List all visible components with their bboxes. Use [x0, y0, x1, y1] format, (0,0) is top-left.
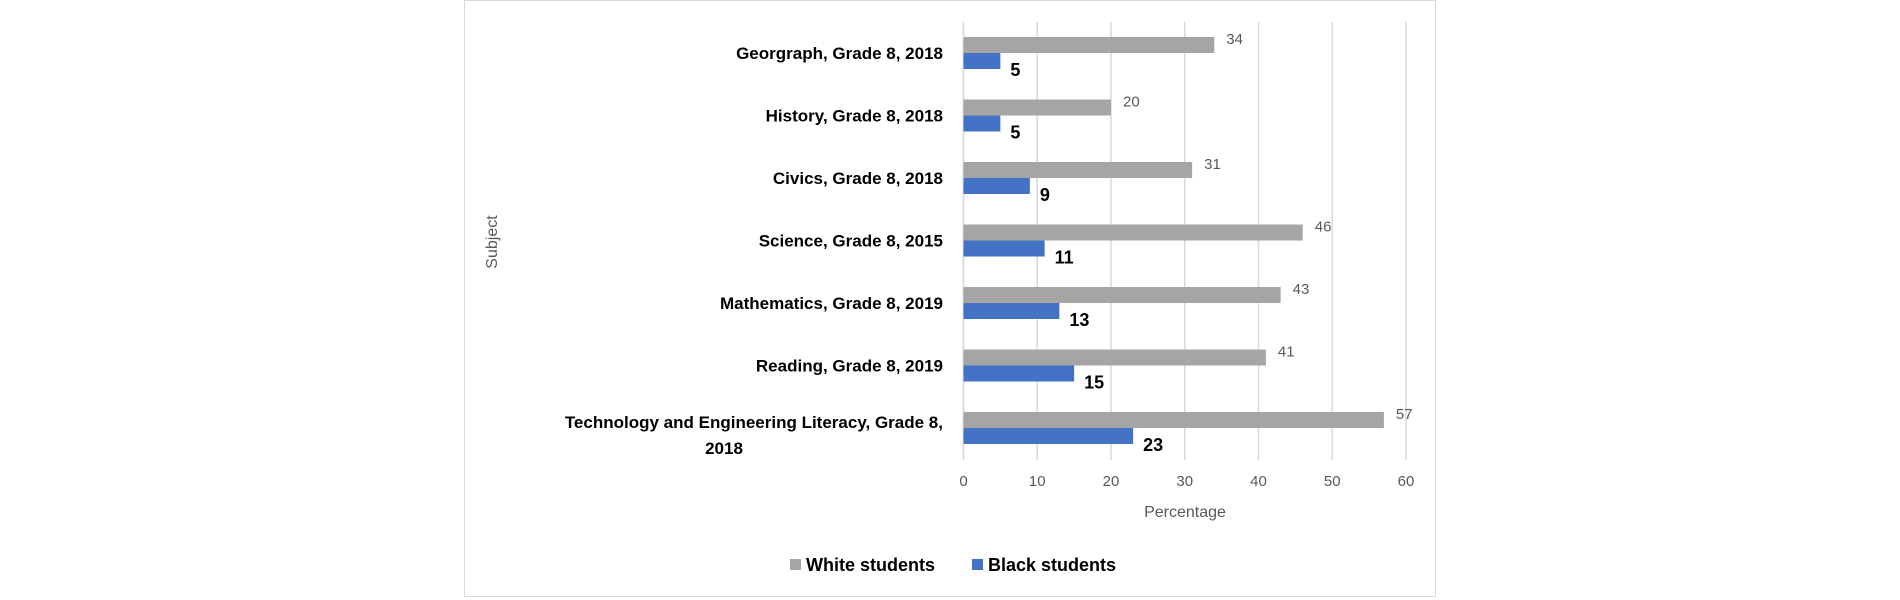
x-axis-title: Percentage — [1144, 504, 1226, 521]
chart-frame — [464, 0, 1436, 597]
black-students-data-label: 9 — [1040, 185, 1050, 205]
category-label: Reading, Grade 8, 2019 — [756, 357, 943, 376]
category-label-line: History, Grade 8, 2018 — [766, 107, 943, 126]
black-students-data-label: 13 — [1069, 310, 1089, 330]
white-students-bar — [963, 162, 1193, 178]
white-students-data-label: 41 — [1278, 344, 1295, 361]
black-students-bar — [963, 53, 1001, 69]
black-students-data-label: 23 — [1143, 435, 1163, 455]
black-students-data-label: 11 — [1055, 248, 1074, 268]
white-students-data-label: 46 — [1315, 219, 1332, 236]
white-students-data-label: 34 — [1226, 31, 1243, 48]
category-label: Science, Grade 8, 2015 — [759, 232, 943, 251]
white-students-data-label: 57 — [1396, 406, 1413, 423]
black-students-bar — [963, 240, 1045, 257]
black-students-bar — [963, 428, 1134, 444]
category-label-line: 2018 — [705, 439, 743, 458]
x-tick-label: 60 — [1398, 473, 1415, 490]
category-label-line: Reading, Grade 8, 2019 — [756, 357, 943, 376]
white-students-bar — [963, 412, 1384, 428]
category-label-line: Mathematics, Grade 8, 2019 — [720, 294, 943, 313]
white-students-bar — [963, 99, 1111, 116]
x-tick-label: 20 — [1103, 473, 1120, 490]
category-label-line: Civics, Grade 8, 2018 — [773, 169, 943, 188]
legend: White students Black students — [790, 555, 1116, 575]
x-tick-label: 0 — [959, 473, 967, 490]
category-label: Mathematics, Grade 8, 2019 — [720, 294, 943, 313]
legend-label: White students — [806, 555, 935, 575]
category-label-line: Georgraph, Grade 8, 2018 — [736, 44, 943, 63]
x-tick-label: 30 — [1176, 473, 1193, 490]
x-tick-label: 50 — [1324, 473, 1341, 490]
category-label: Civics, Grade 8, 2018 — [773, 169, 943, 188]
white-students-bar — [963, 224, 1303, 241]
legend-label: Black students — [988, 555, 1116, 575]
x-tick-label: 10 — [1029, 473, 1046, 490]
black-students-bar — [963, 178, 1030, 194]
legend-swatch — [790, 559, 801, 570]
white-students-data-label: 31 — [1204, 156, 1221, 173]
black-students-bar — [963, 365, 1075, 382]
white-students-bar — [963, 287, 1281, 303]
white-students-bar — [963, 349, 1266, 366]
white-students-data-label: 43 — [1293, 281, 1310, 298]
black-students-bar — [963, 303, 1060, 319]
white-students-data-label: 20 — [1123, 94, 1140, 111]
black-students-data-label: 5 — [1010, 123, 1020, 143]
y-axis-title: Subject — [484, 215, 501, 269]
category-label-line: Technology and Engineering Literacy, Gra… — [565, 413, 943, 432]
legend-swatch — [972, 559, 983, 570]
labels: 0 10 20 30 40 50 60 Georgraph, Grade 8, 2018 34 5… — [565, 31, 1415, 490]
category-label: Georgraph, Grade 8, 2018 — [736, 44, 943, 63]
category-label: History, Grade 8, 2018 — [766, 107, 943, 126]
white-students-bar — [963, 37, 1215, 53]
black-students-data-label: 15 — [1084, 373, 1104, 393]
bars — [963, 37, 1384, 444]
black-students-bar — [963, 115, 1001, 132]
category-label: Technology and Engineering Literacy, Gra… — [565, 413, 943, 458]
black-students-data-label: 5 — [1010, 60, 1020, 80]
x-tick-label: 40 — [1250, 473, 1267, 490]
category-label-line: Science, Grade 8, 2015 — [759, 232, 943, 251]
